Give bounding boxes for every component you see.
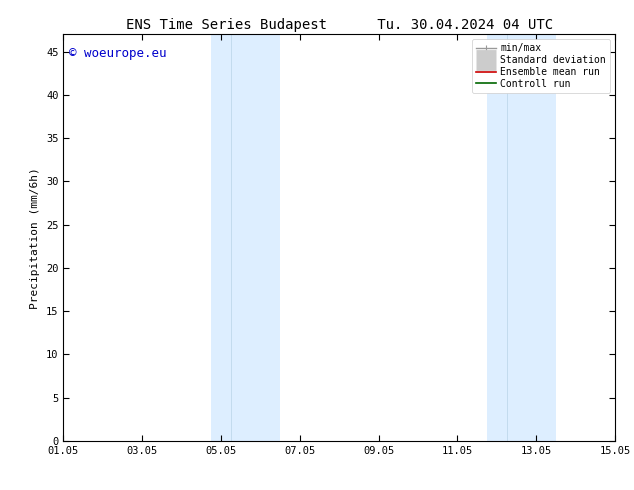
Legend: min/max, Standard deviation, Ensemble mean run, Controll run: min/max, Standard deviation, Ensemble me… (472, 39, 610, 93)
Text: © woeurope.eu: © woeurope.eu (69, 47, 166, 59)
Title: ENS Time Series Budapest      Tu. 30.04.2024 04 UTC: ENS Time Series Budapest Tu. 30.04.2024 … (126, 18, 553, 32)
Y-axis label: Precipitation (mm/6h): Precipitation (mm/6h) (30, 167, 41, 309)
Bar (487, 34, 556, 441)
Bar (211, 34, 280, 441)
